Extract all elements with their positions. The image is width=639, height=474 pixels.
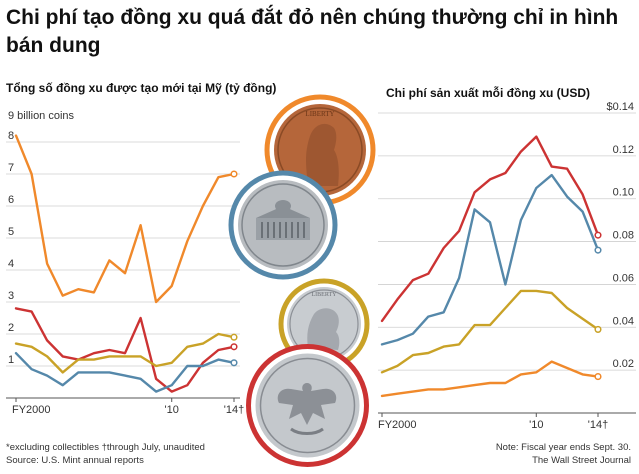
series-line-3 [380,360,600,398]
quarter-coin-icon [246,344,369,467]
y-tick-label: 0.04 [613,315,634,327]
series-line-3 [14,352,236,393]
svg-text:LIBERTY: LIBERTY [312,292,338,298]
series-end-point-2 [230,333,238,341]
source-line: Source: U.S. Mint annual reports [6,455,144,466]
credit-line: The Wall Street Journal [532,455,631,466]
series-line-1 [14,307,236,393]
y-tick-label: 0.08 [613,230,634,242]
nickel-coin-icon [228,170,338,280]
x-tick-label: FY2000 [12,404,51,416]
y-tick-label: 7 [8,162,14,174]
headline: Chi phí tạo đồng xu quá đắt đỏ nên chúng… [6,6,619,57]
y-tick-label: $0.14 [606,101,634,113]
y-tick-label: 0.02 [613,358,634,370]
y-tick-label: 1 [8,354,14,366]
x-tick-label: '10 [165,404,179,416]
series-line-0 [380,135,600,323]
x-tick-label: '10 [529,419,543,431]
left-chart-title: Tổng số đồng xu được tạo mới tại Mỹ (tỷ … [6,81,277,95]
x-tick-label: '14† [224,404,244,416]
series-end-point-1 [594,246,602,254]
series-end-point-1 [230,343,238,351]
fiscal-year-note: Note: Fiscal year ends Sept. 30. [495,442,631,453]
x-tick-label: '14† [588,419,608,431]
series-end-point-0 [594,231,602,239]
series-end-point-3 [594,373,602,381]
y-tick-label: 0.06 [613,272,634,284]
series-end-point-3 [230,359,238,367]
series-line-2 [380,289,600,374]
x-tick-label: FY2000 [378,419,417,431]
y-unit-label: 9 billion coins [8,110,75,122]
right-chart-title: Chi phí sản xuất mỗi đồng xu (USD) [386,86,590,100]
y-tick-label: 2 [8,322,14,334]
footnote: *excluding collectibles †through July, u… [6,442,205,453]
y-tick-label: 5 [8,226,14,238]
y-tick-label: 8 [8,130,14,142]
y-tick-label: 3 [8,290,14,302]
y-tick-label: 6 [8,194,14,206]
svg-text:LIBERTY: LIBERTY [305,110,334,118]
y-tick-label: 0.12 [613,144,634,156]
series-end-point-0 [230,170,238,178]
series-end-point-2 [594,325,602,333]
series-line-2 [14,332,236,374]
y-tick-label: 4 [8,258,14,270]
series-line-1 [380,173,600,346]
y-tick-label: 0.10 [613,187,634,199]
series-line-0 [14,134,236,304]
